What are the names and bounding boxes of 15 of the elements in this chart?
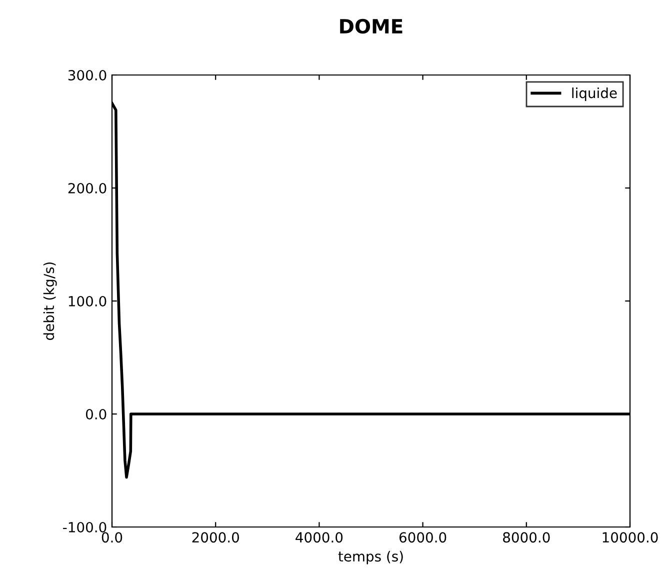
y-tick-label: 100.0 <box>68 296 106 306</box>
y-tick-label: 0.0 <box>86 408 106 420</box>
x-tick-label: 2000.0 <box>192 532 239 543</box>
x-tick-label: 8000.0 <box>503 532 550 543</box>
x-tick-label: 6000.0 <box>399 532 446 543</box>
x-tick-label: 4000.0 <box>296 532 343 543</box>
x-tick-label: 0.0 <box>102 532 122 543</box>
y-tick-label: -100.0 <box>63 522 106 532</box>
x-tick-label: 10000.0 <box>602 532 658 543</box>
chart-title: DOME <box>340 18 402 34</box>
y-axis-title: debit (kg/s) <box>43 262 57 340</box>
y-tick-label: 200.0 <box>68 182 106 194</box>
x-axis-title: temps (s) <box>338 550 403 564</box>
legend-label: liquide <box>572 88 617 101</box>
y-tick-label: 300.0 <box>68 70 106 80</box>
